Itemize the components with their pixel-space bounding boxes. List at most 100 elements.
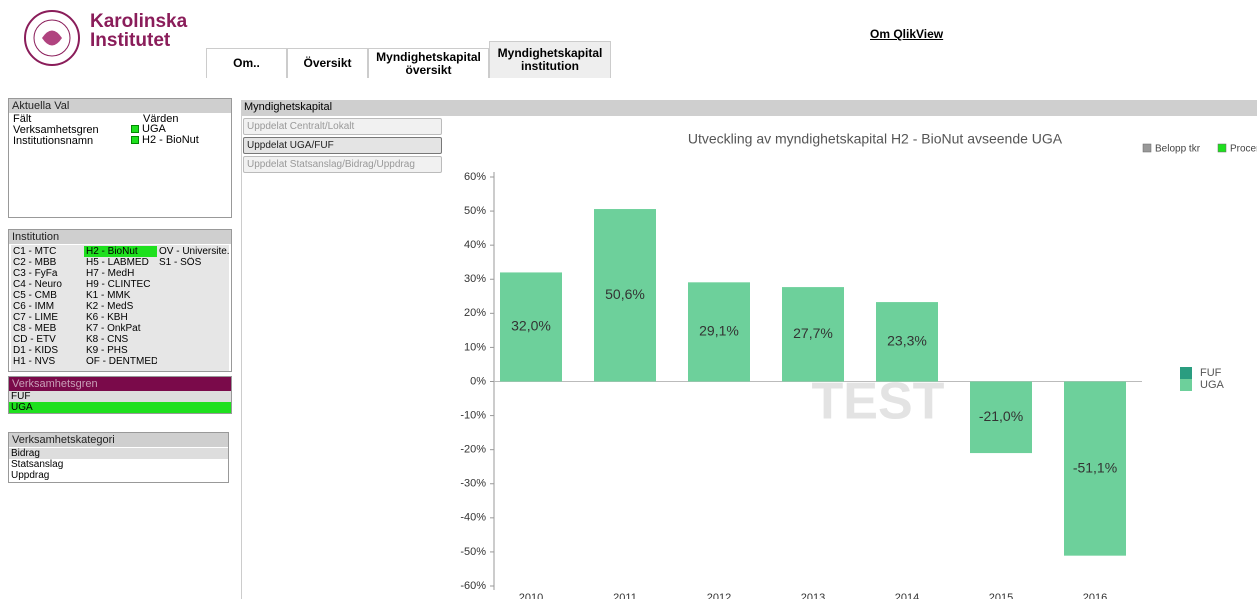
y-tick-label: -10% bbox=[460, 409, 486, 421]
list-item[interactable]: K8 - CNS bbox=[86, 334, 129, 345]
y-tick-label: -60% bbox=[460, 580, 486, 592]
logo-text: Karolinska Institutet bbox=[90, 12, 187, 50]
y-tick-label: -30% bbox=[460, 478, 486, 490]
x-tick-label: 2012 bbox=[707, 592, 731, 599]
list-item[interactable]: OV - Universite... bbox=[159, 246, 230, 257]
y-tick-label: 60% bbox=[464, 171, 486, 183]
bar bbox=[594, 209, 656, 382]
watermark: TEST bbox=[812, 373, 945, 431]
list-item[interactable]: FUF bbox=[9, 391, 231, 402]
list-item[interactable]: H9 - CLINTEC bbox=[86, 279, 151, 290]
legend-swatch bbox=[1180, 367, 1192, 379]
divider bbox=[241, 116, 242, 599]
y-tick-label: 0% bbox=[470, 375, 486, 387]
column-header: Fält bbox=[13, 113, 32, 125]
panel-header: Myndighetskapital bbox=[241, 100, 1257, 116]
list-item[interactable]: K7 - OnkPat bbox=[86, 323, 141, 334]
logo-line: Institutet bbox=[90, 30, 171, 51]
button[interactable]: Uppdelat Statsanslag/Bidrag/Uppdrag bbox=[243, 156, 442, 173]
list-item[interactable]: H7 - MedH bbox=[86, 268, 135, 279]
value-label: 23,3% bbox=[887, 332, 927, 348]
list-item[interactable]: Bidrag bbox=[9, 448, 228, 459]
tab[interactable]: Översikt bbox=[287, 48, 368, 78]
list-item[interactable]: OF - DENTMED bbox=[86, 356, 157, 367]
field-value: UGA bbox=[142, 123, 166, 135]
option-swatch bbox=[1217, 143, 1227, 153]
list-item[interactable]: H1 - NVS bbox=[13, 356, 56, 367]
field-name: Verksamhetsgren bbox=[13, 124, 99, 136]
option-label: Procent bbox=[1230, 144, 1257, 155]
list-column bbox=[84, 245, 157, 371]
value-label: -51,1% bbox=[1073, 459, 1117, 475]
option-label: Belopp tkr bbox=[1155, 144, 1201, 155]
legend-label: FUF bbox=[1200, 367, 1222, 379]
x-tick-label: 2010 bbox=[519, 592, 543, 599]
bar bbox=[782, 287, 844, 382]
legend-swatch bbox=[1180, 379, 1192, 391]
y-tick-label: 20% bbox=[464, 307, 486, 319]
list-item[interactable]: C2 - MBB bbox=[13, 257, 57, 268]
list-item[interactable]: C8 - MEB bbox=[13, 323, 57, 334]
button[interactable]: Uppdelat UGA/FUF bbox=[243, 137, 442, 154]
list-item[interactable]: C6 - IMM bbox=[13, 301, 55, 312]
list-item[interactable]: C3 - FyFa bbox=[13, 268, 58, 279]
value-label: -21,0% bbox=[979, 408, 1023, 424]
bar bbox=[500, 272, 562, 382]
logo-seal bbox=[24, 10, 80, 66]
field-name: Institutionsnamn bbox=[13, 135, 94, 147]
list-item[interactable]: K2 - MedS bbox=[86, 301, 134, 312]
list-item[interactable]: CD - ETV bbox=[13, 334, 56, 345]
verksamhetskategori-box: Verksamhetskategori Bidrag Statsanslag Uppd… bbox=[8, 432, 229, 483]
y-tick-label: -50% bbox=[460, 546, 486, 558]
y-tick-label: -20% bbox=[460, 444, 486, 456]
verksamhetsgren-box: Verksamhetsgren FUF UGA bbox=[8, 376, 232, 414]
tab[interactable]: Myndighetskapital översikt bbox=[368, 48, 489, 78]
list-item[interactable]: C7 - LIME bbox=[13, 312, 59, 323]
list-item[interactable]: H2 - BioNut bbox=[84, 246, 157, 257]
value-label: 32,0% bbox=[511, 318, 551, 334]
bar bbox=[688, 282, 750, 382]
y-tick-label: 10% bbox=[464, 341, 486, 353]
list-item[interactable]: Statsanslag bbox=[11, 459, 64, 470]
value-label: 50,6% bbox=[605, 286, 645, 302]
x-tick-label: 2016 bbox=[1083, 592, 1107, 599]
list-column bbox=[157, 245, 229, 371]
bar bbox=[970, 381, 1032, 454]
box-header: Institution bbox=[9, 230, 231, 244]
y-tick-label: -40% bbox=[460, 512, 486, 524]
value-label: 29,1% bbox=[699, 323, 739, 339]
value-dot bbox=[131, 125, 139, 133]
box-header: Verksamhetsgren bbox=[9, 377, 231, 391]
list-item[interactable]: C1 - MTC bbox=[13, 246, 57, 257]
list-item[interactable]: C5 - CMB bbox=[13, 290, 57, 301]
list-item[interactable]: H5 - LABMED bbox=[86, 257, 149, 268]
list-item[interactable]: K9 - PHS bbox=[86, 345, 128, 356]
field-value: H2 - BioNut bbox=[142, 134, 199, 146]
bar bbox=[1064, 381, 1126, 556]
legend-label: UGA bbox=[1200, 379, 1225, 391]
value-label: 27,7% bbox=[793, 325, 833, 341]
column-header: Värden bbox=[143, 113, 179, 125]
list-item[interactable]: C4 - Neuro bbox=[13, 279, 62, 290]
chart-title: Utveckling av myndighetskapital H2 - Bio… bbox=[688, 131, 1063, 147]
x-tick-label: 2011 bbox=[613, 592, 637, 599]
link[interactable]: Om QlikView bbox=[870, 27, 944, 41]
value-dot bbox=[131, 136, 139, 144]
list-item[interactable]: D1 - KIDS bbox=[13, 345, 59, 356]
list-item[interactable]: K1 - MMK bbox=[86, 290, 131, 301]
institution-box: Institution C1 - MTC C2 - MBB C3 - FyFa C4 -… bbox=[8, 229, 232, 372]
list-item[interactable]: K6 - KBH bbox=[86, 312, 128, 323]
button[interactable]: Uppdelat Centralt/Lokalt bbox=[243, 118, 442, 135]
list-item[interactable]: Uppdrag bbox=[11, 470, 50, 481]
box-header: Verksamhetskategori bbox=[9, 433, 228, 447]
y-tick-label: 40% bbox=[464, 239, 486, 251]
tab[interactable]: Om.. bbox=[206, 48, 287, 78]
box-header: Aktuella Val bbox=[9, 99, 231, 113]
selections-box: Aktuella Val Fält Värden Verksamhetsgren UGA… bbox=[8, 98, 232, 218]
logo-line: Karolinska bbox=[90, 11, 188, 32]
tab[interactable]: Myndighetskapital institution bbox=[489, 41, 611, 78]
list-item[interactable]: S1 - SÖS bbox=[159, 257, 202, 268]
list-item[interactable]: UGA bbox=[9, 402, 231, 413]
